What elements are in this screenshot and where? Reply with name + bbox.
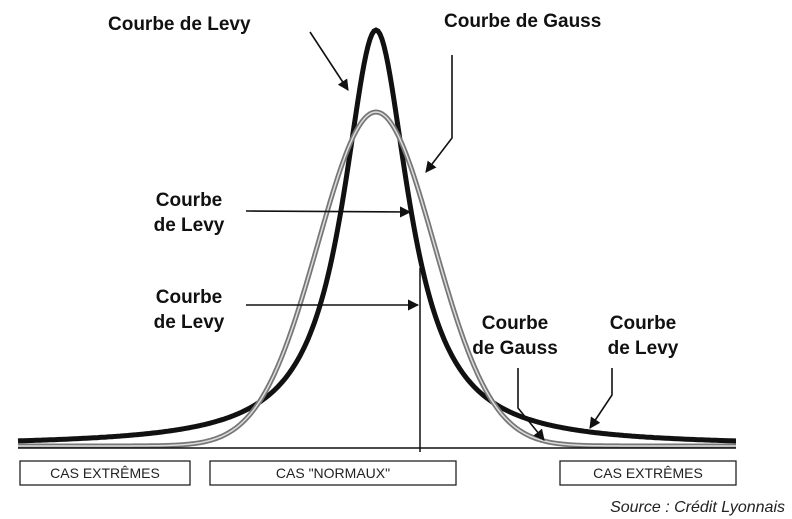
labels: Courbe de Levy Courbe de Gauss Courbe de Le… (108, 11, 679, 359)
callout-label: de Levy (608, 338, 679, 359)
callout-label: Courbe (156, 287, 223, 308)
zone-label: CAS EXTRÊMES (50, 465, 160, 481)
zone-label: CAS "NORMAUX" (276, 465, 390, 481)
levy-curve (17, 27, 736, 444)
gauss-curve (18, 109, 736, 449)
callout-label: Courbe (610, 313, 677, 334)
callout-label: Courbe (482, 313, 549, 334)
zone-label: CAS EXTRÊMES (593, 465, 703, 481)
curves (17, 27, 736, 449)
callout-label: Courbe (156, 190, 223, 211)
callout-label: de Gauss (472, 338, 558, 359)
callout-label: Courbe de Gauss (444, 11, 601, 32)
gauss-curve-inner (18, 111, 736, 447)
arrows (245, 31, 613, 441)
source: Source : Crédit Lyonnais (610, 499, 785, 516)
callout-label: Courbe de Levy (108, 14, 251, 35)
callout-label: de Levy (154, 215, 225, 236)
callout-label: de Levy (154, 312, 225, 333)
zone-boxes: CAS EXTRÊMES CAS "NORMAUX" CAS EXTRÊMES (19, 460, 737, 486)
